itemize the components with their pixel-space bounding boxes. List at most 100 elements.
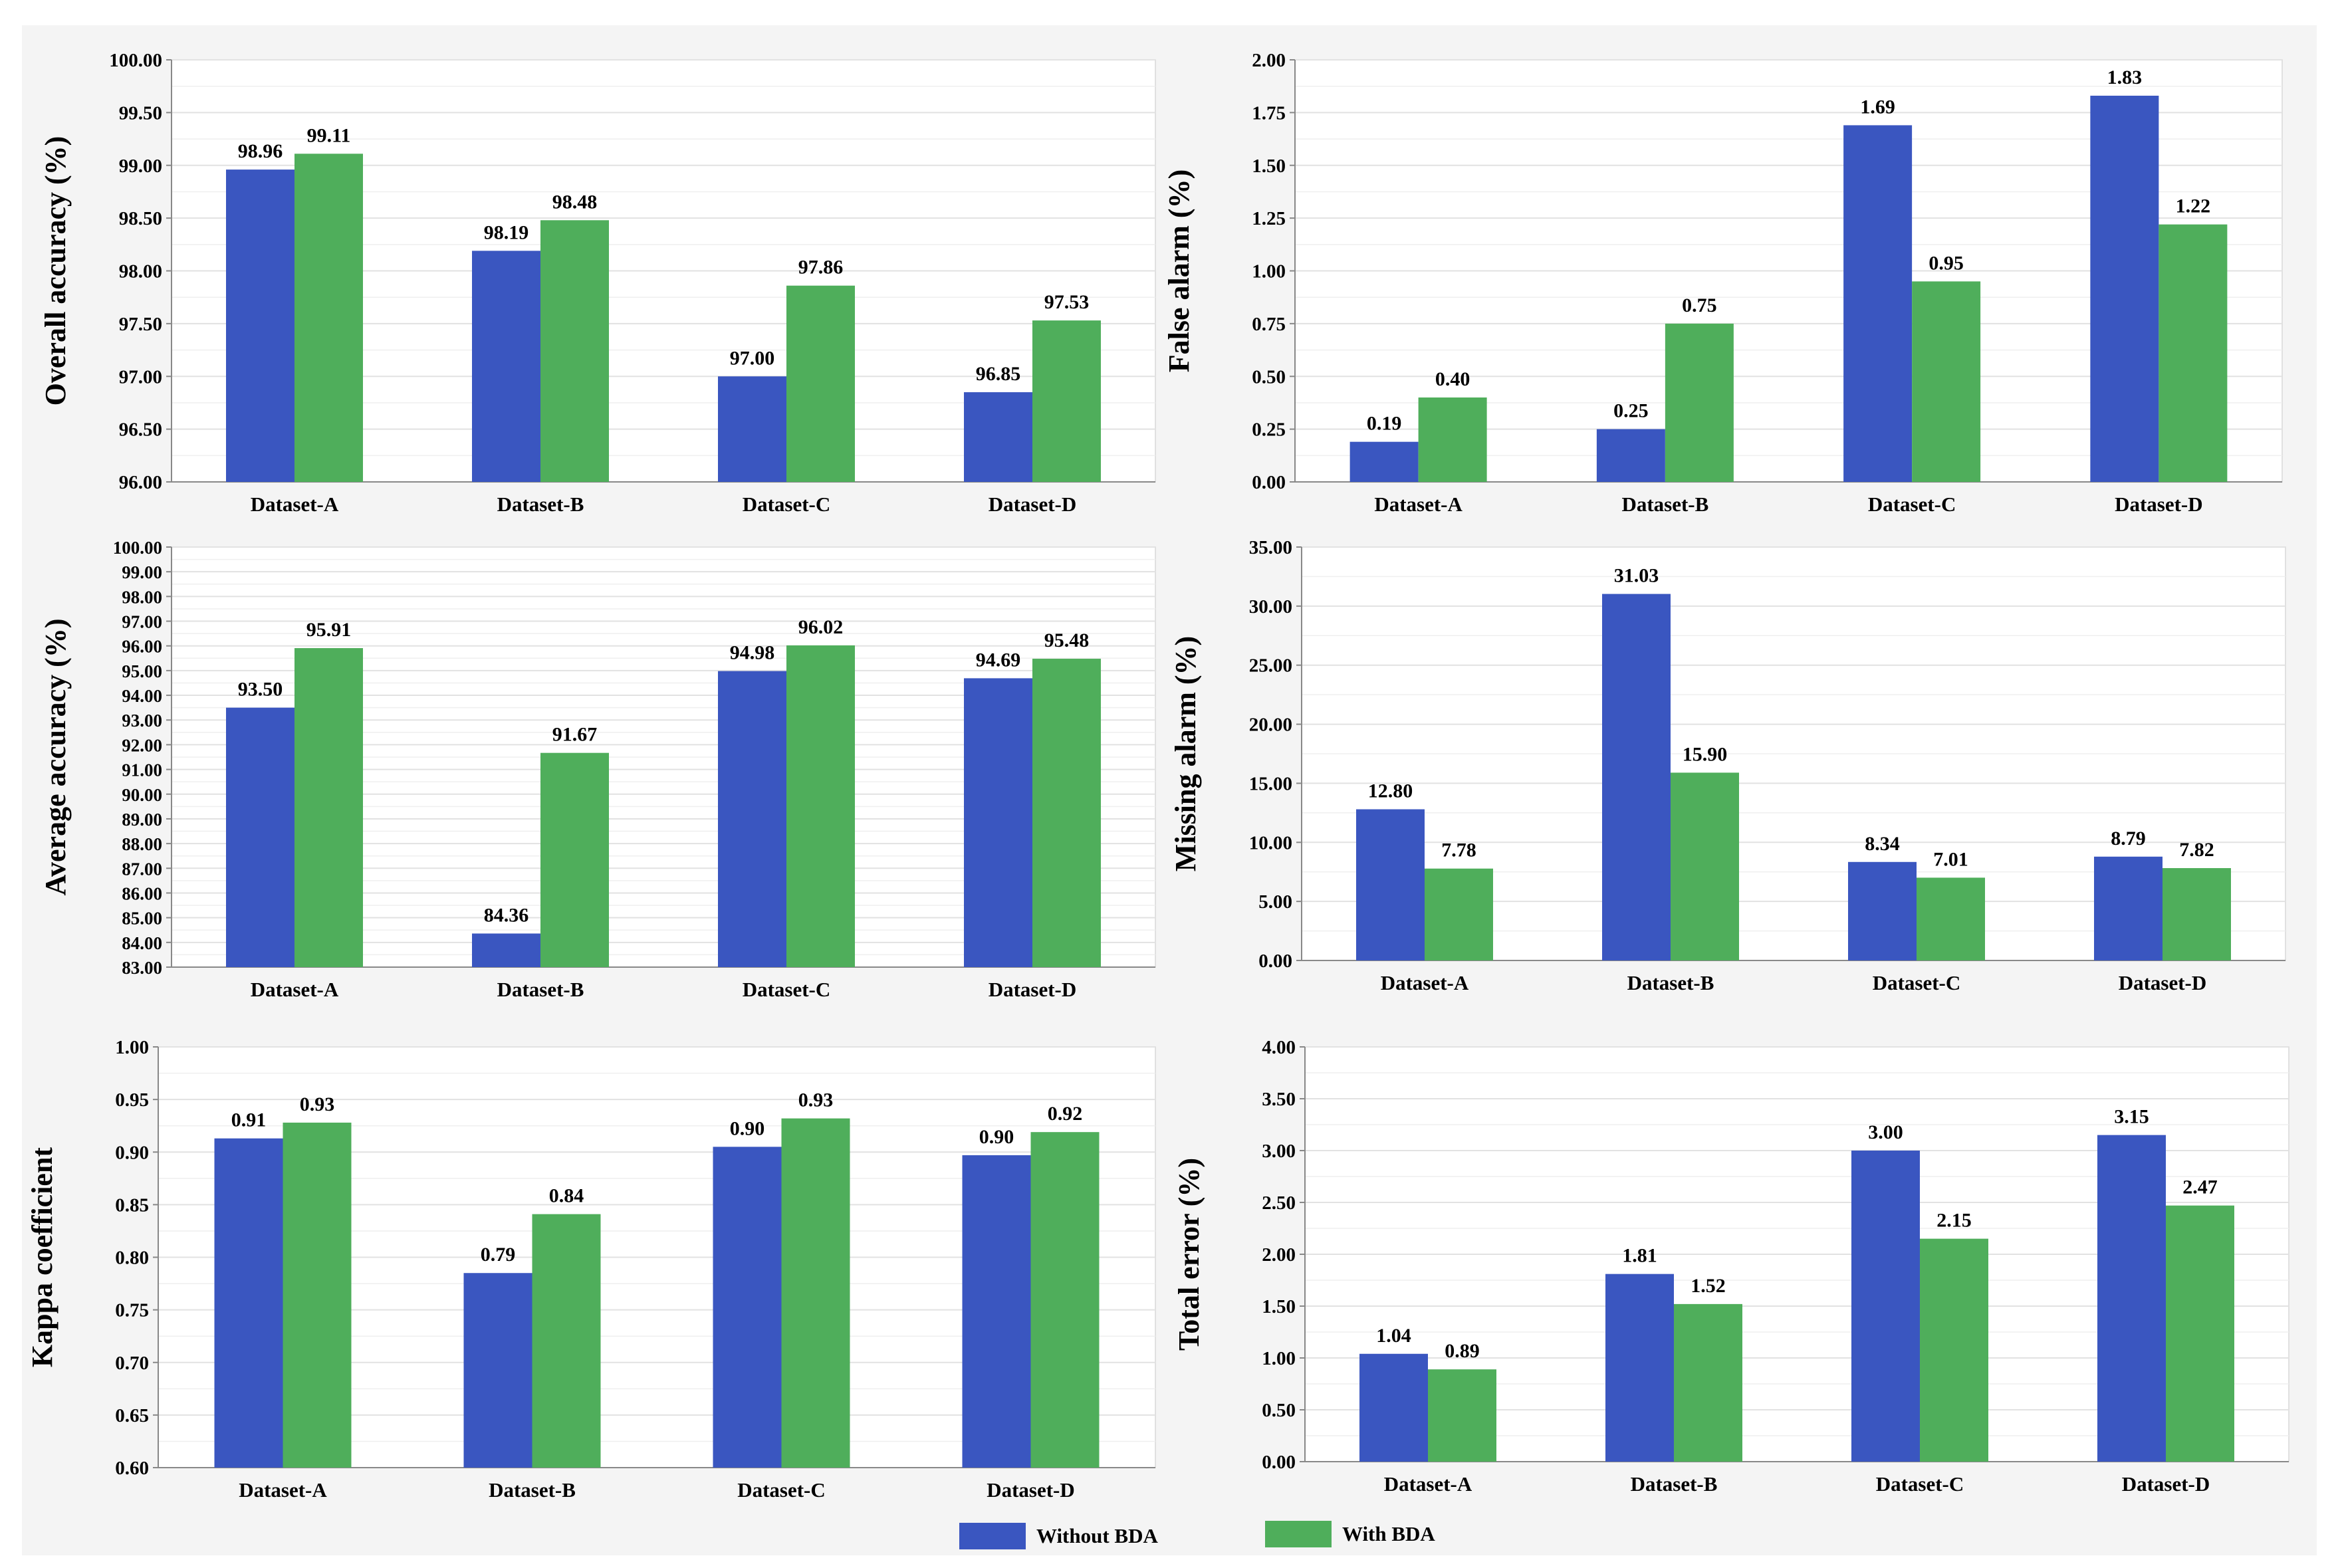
data-label-without: 96.85 [976,363,1021,385]
x-tick-label: Dataset-D [2119,971,2207,994]
figure-panel: 96.00 96.50 97.00 97.50 98.00 98.50 99.00 99.50… [22,25,2317,1555]
y-tick-label: 95.00 [122,661,162,681]
data-label-with: 15.90 [1683,743,1728,765]
bar-with [786,285,855,482]
y-tick-label: 99.00 [119,156,162,177]
x-tick-label: Dataset-D [989,978,1077,1001]
y-axis-title: Missing alarm (%) [1169,636,1202,871]
bar-with [1665,323,1734,482]
data-label-without: 0.79 [481,1244,516,1266]
bar-with [1912,281,1981,482]
y-tick-label: 0.70 [115,1353,149,1374]
data-label-without: 8.34 [1865,833,1900,855]
y-tick-label: 0.00 [1258,951,1292,972]
bar-with [532,1214,601,1468]
data-label-with: 7.78 [1441,840,1476,861]
x-tick-label: Dataset-D [987,1478,1075,1502]
bar-without [1596,429,1665,482]
y-axis-title: Kappa coefficient [26,1147,58,1368]
data-label-without: 94.98 [730,642,775,664]
y-tick-label: 10.00 [1249,832,1292,853]
bar-with [1032,659,1101,967]
y-tick-label: 1.50 [1262,1296,1296,1317]
data-label-with: 97.86 [798,257,844,279]
y-tick-label: 90.00 [122,785,162,805]
y-axis-title: False alarm (%) [1163,169,1195,372]
data-label-with: 1.52 [1691,1275,1726,1297]
y-tick-label: 2.00 [1262,1244,1296,1266]
y-tick-label: 97.50 [119,314,162,335]
y-tick-label: 0.95 [115,1089,149,1111]
chart-4: 0.00 5.00 10.00 15.00 20.00 25.00 30.00 35.00 Mi… [1169,537,2286,994]
data-label-with: 99.11 [307,124,351,146]
x-tick-label: Dataset-C [1868,493,1956,516]
bar-with [294,648,363,967]
y-tick-label: 100.00 [113,538,162,558]
legend-swatch-with [1265,1521,1332,1547]
y-tick-label: 84.00 [122,933,162,953]
chart-6: 0.00 0.50 1.00 1.50 2.00 2.50 3.00 3.50 4.00 Tota… [1173,1037,2289,1496]
x-tick-label: Dataset-A [251,978,339,1001]
bar-without [472,251,540,482]
data-label-with: 1.22 [2176,195,2211,217]
x-tick-label: Dataset-D [2115,493,2203,516]
y-tick-label: 93.00 [122,711,162,730]
data-label-with: 0.84 [549,1185,584,1207]
x-tick-label: Dataset-B [497,978,584,1001]
y-tick-label: 3.50 [1262,1089,1296,1110]
bar-with [2163,868,2231,960]
bar-with [786,645,855,967]
y-tick-label: 97.00 [122,612,162,632]
data-label-with: 95.48 [1044,629,1090,651]
data-label-without: 1.69 [1860,96,1895,118]
bar-without [2097,1135,2166,1462]
data-label-with: 95.91 [306,619,352,641]
y-tick-label: 98.50 [119,208,162,229]
y-tick-label: 2.50 [1262,1192,1296,1214]
chart-2: 0.00 0.25 0.50 0.75 1.00 1.25 1.50 1.75 2.00 Fals… [1163,50,2283,516]
y-tick-label: 30.00 [1249,596,1292,617]
x-tick-label: Dataset-B [489,1478,576,1502]
data-label-with: 98.48 [552,191,598,213]
charts-canvas: 96.00 96.50 97.00 97.50 98.00 98.50 99.00 99.50… [26,50,2289,1502]
data-label-without: 98.19 [484,221,529,243]
bar-with [1917,877,1985,960]
y-tick-label: 3.00 [1262,1141,1296,1162]
y-tick-label: 0.65 [115,1405,149,1426]
x-tick-label: Dataset-A [251,493,339,516]
bar-with [294,154,363,482]
y-tick-label: 0.90 [115,1142,149,1163]
data-label-with: 97.53 [1044,291,1090,313]
data-label-with: 0.92 [1048,1103,1083,1125]
bar-without [962,1155,1031,1468]
bar-without [1356,809,1425,960]
y-tick-label: 0.50 [1252,366,1286,388]
bar-with [283,1122,352,1468]
data-label-without: 1.83 [2107,66,2143,88]
y-tick-label: 96.50 [119,419,162,441]
bar-without [2094,856,2163,960]
data-label-without: 3.00 [1868,1121,1903,1143]
x-tick-label: Dataset-C [737,1478,826,1502]
bar-without [463,1273,532,1468]
y-tick-label: 1.25 [1252,208,1286,229]
data-label-without: 98.96 [238,140,283,162]
data-label-with: 96.02 [798,616,844,638]
y-tick-label: 100.00 [109,50,162,71]
y-tick-label: 1.00 [1252,261,1286,282]
bar-without [964,392,1032,482]
bar-without [214,1138,283,1468]
data-label-with: 2.15 [1936,1210,1972,1232]
legend-label-without: Without BDA [1036,1524,1158,1547]
y-tick-label: 1.00 [115,1037,149,1058]
bar-without [1605,1274,1674,1462]
y-tick-label: 0.00 [1252,472,1286,493]
legend-label-with: With BDA [1342,1522,1435,1545]
bar-with [1674,1303,1742,1462]
bar-with [540,220,609,482]
bar-without [718,376,786,482]
data-label-without: 94.69 [976,649,1021,671]
data-label-with: 0.95 [1929,252,1964,274]
bar-without [1359,1353,1428,1462]
data-label-with: 7.01 [1933,848,1968,870]
